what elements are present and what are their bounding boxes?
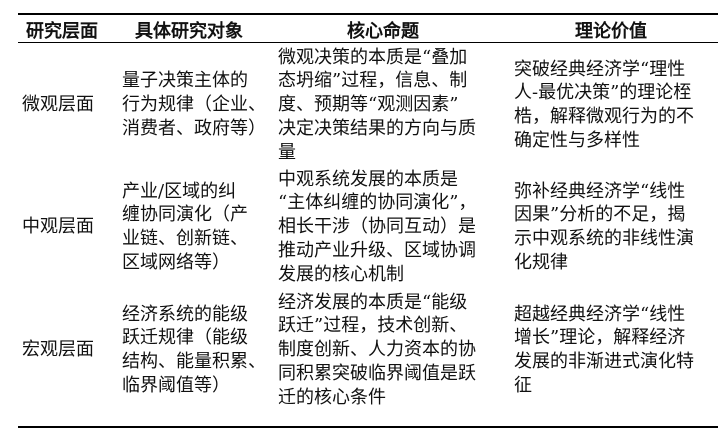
cell-line: 人-最优决策”的理论桎 xyxy=(514,82,692,104)
cell-text: 微观层面 xyxy=(22,94,94,116)
object-cell: 产业/区域的纠 缠协同演化（产 业链、创新链、 区域网络等） xyxy=(122,168,248,286)
cell-line: 因果”分析的不足，揭 xyxy=(514,204,686,226)
cell-line: 弥补经典经济学“线性 xyxy=(514,180,686,202)
cell-line: 示中观系统的非线性演 xyxy=(514,228,694,249)
cell-line: 缠协同演化（产 xyxy=(122,204,248,226)
cell-line: 结构、能量积累、 xyxy=(122,351,266,372)
cell-line: 产业/区域的纠 xyxy=(122,180,237,202)
cell-line: 梏，解释微观行为的不 xyxy=(514,106,694,127)
header-object: 具体研究对象 xyxy=(135,20,243,42)
cell-line: 突破经典经济学“理性 xyxy=(514,58,686,80)
header-value: 理论价值 xyxy=(575,20,647,42)
cell-line: 超越经典经济学“线性 xyxy=(514,303,686,325)
bottom-rule xyxy=(18,426,718,428)
cell-line: 跃迁”过程，技术创新、 xyxy=(278,315,468,337)
cell-line: 推动产业升级、区域协调 xyxy=(278,239,476,261)
cell-line: 临界阈值等） xyxy=(122,374,230,396)
top-rule xyxy=(18,13,718,15)
cell-line: 经济系统的能级 xyxy=(122,303,248,325)
header-level: 研究层面 xyxy=(26,20,98,42)
cell-line: 微观决策的本质是“叠加 xyxy=(278,46,468,68)
cell-line: 量子决策主体的 xyxy=(122,70,248,92)
proposition-cell: 经济发展的本质是“能级 跃迁”过程，技术创新、 制度创新、人力资本的协 同积累突破临界… xyxy=(278,291,476,408)
header-proposition: 核心命题 xyxy=(347,20,419,42)
cell-line: 度、预期等“观测因素” xyxy=(278,94,459,116)
cell-line: 增长”理论，解释经济 xyxy=(514,327,686,349)
value-cell: 超越经典经济学“线性 增长”理论，解释经济 发展的非渐进式演化特征 xyxy=(514,294,694,406)
table-row: 中观层面 产业/区域的纠 缠协同演化（产 业链、创新链、 区域网络等） 中观系统发展的本质… xyxy=(0,168,726,286)
cell-line: 化规律 xyxy=(514,251,568,273)
table-row: 宏观层面 经济系统的能级 跃迁规律（能级 结构、能量积累、 临界阈值等） 经济发展的本质是… xyxy=(0,291,726,408)
cell-line: 制度创新、人力资本的协 xyxy=(278,339,476,361)
level-cell: 微观层面 xyxy=(22,46,94,164)
table-row: 微观层面 量子决策主体的 行为规律（企业、 消费者、政府等） 微观决策的本质是“叠加 态坍… xyxy=(0,46,726,164)
level-cell: 宏观层面 xyxy=(22,294,94,406)
cell-line: 态坍缩”过程，信息、制 xyxy=(278,70,468,92)
cell-line: 同积累突破临界阈值是跃 xyxy=(278,362,476,384)
value-cell: 弥补经典经济学“线性 因果”分析的不足，揭 示中观系统的非线性演 化规律 xyxy=(514,168,694,286)
cell-line: 决定决策结果的方向与质 xyxy=(278,117,476,139)
cell-line: 发展的核心机制 xyxy=(278,263,404,285)
header-rule xyxy=(18,42,718,43)
cell-line: 征 xyxy=(514,374,532,396)
level-cell: 中观层面 xyxy=(22,168,94,286)
cell-line: 确定性与多样性 xyxy=(514,129,640,151)
value-cell: 突破经典经济学“理性 人-最优决策”的理论桎 梏，解释微观行为的不 确定性与多样性 xyxy=(514,46,694,164)
cell-line: 迁的核心条件 xyxy=(278,386,386,408)
cell-line: 业链、创新链、 xyxy=(122,228,248,249)
cell-line: 区域网络等） xyxy=(122,251,230,273)
cell-line: “主体纠缠的协同演化”， xyxy=(278,192,477,214)
cell-line: 相长干涉（协同互动）是 xyxy=(278,216,476,238)
cell-line: 量 xyxy=(278,141,296,163)
cell-line: 跃迁规律（能级 xyxy=(122,327,248,349)
cell-line: 中观系统发展的本质是 xyxy=(278,168,458,190)
cell-text: 宏观层面 xyxy=(22,339,94,361)
cell-line: 行为规律（企业、 xyxy=(122,94,266,116)
proposition-cell: 中观系统发展的本质是 “主体纠缠的协同演化”， 相长干涉（协同互动）是 推动产业升级、… xyxy=(278,168,476,286)
cell-line: 发展的非渐进式演化特 xyxy=(514,351,694,372)
cell-line: 经济发展的本质是“能级 xyxy=(278,291,468,313)
object-cell: 量子决策主体的 行为规律（企业、 消费者、政府等） xyxy=(122,46,266,164)
cell-text: 中观层面 xyxy=(22,216,94,238)
object-cell: 经济系统的能级 跃迁规律（能级 结构、能量积累、 临界阈值等） xyxy=(122,294,266,406)
cell-line: 消费者、政府等） xyxy=(122,117,266,139)
proposition-cell: 微观决策的本质是“叠加 态坍缩”过程，信息、制 度、预期等“观测因素” 决定决策结果的… xyxy=(278,46,476,164)
